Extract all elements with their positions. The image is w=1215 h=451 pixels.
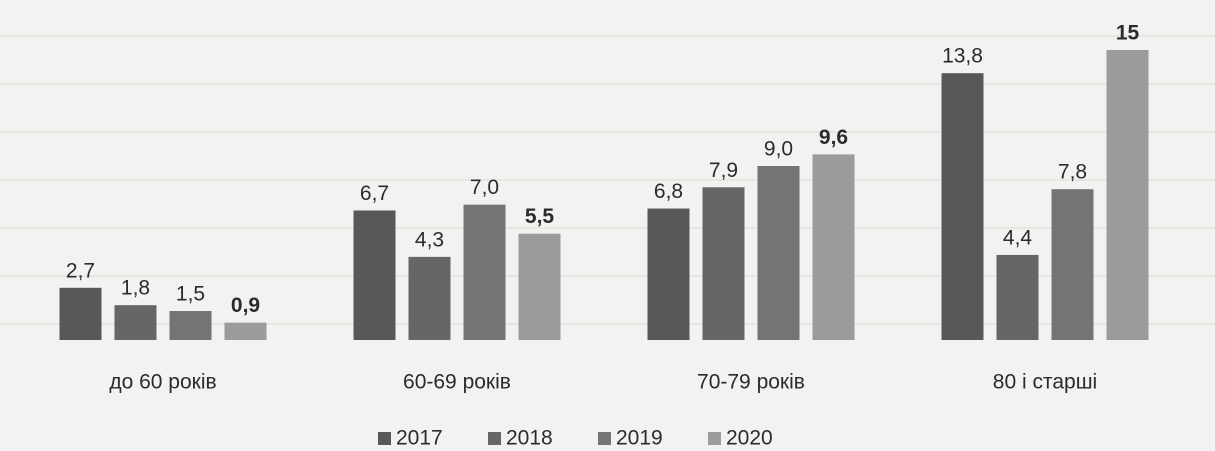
bar	[408, 256, 451, 340]
bar	[353, 210, 396, 340]
legend-swatch	[598, 432, 611, 445]
data-label: 15	[1116, 22, 1140, 45]
data-label: 9,6	[819, 126, 848, 149]
bar	[702, 187, 745, 340]
bar	[169, 311, 212, 340]
data-label: 1,8	[121, 277, 150, 300]
data-label: 4,4	[1003, 226, 1033, 249]
data-label: 7,8	[1058, 161, 1087, 184]
x-tick-label: 60-69 років	[403, 371, 511, 394]
bar	[647, 208, 690, 340]
bar	[1106, 50, 1149, 340]
bar	[941, 73, 984, 340]
bar	[114, 305, 157, 340]
bar	[757, 166, 800, 340]
legend-swatch	[378, 432, 391, 445]
bar	[59, 287, 102, 340]
legend-label: 2018	[506, 427, 553, 450]
data-label: 6,7	[360, 182, 389, 205]
x-tick-label: 80 і старші	[993, 371, 1097, 394]
bar	[812, 154, 855, 340]
data-label: 7,0	[470, 176, 499, 199]
legend-swatch	[488, 432, 501, 445]
bar	[463, 204, 506, 340]
data-label: 7,9	[709, 159, 738, 182]
data-label: 9,0	[764, 138, 793, 161]
bar	[996, 254, 1039, 340]
x-tick-label: 70-79 років	[697, 371, 805, 394]
data-label: 1,5	[176, 283, 205, 306]
data-label: 13,8	[942, 45, 983, 68]
data-label: 5,5	[525, 205, 555, 228]
legend-swatch	[708, 432, 721, 445]
bar	[518, 233, 561, 340]
data-label: 0,9	[231, 294, 260, 317]
legend-label: 2017	[396, 427, 443, 450]
data-label: 4,3	[415, 228, 444, 251]
data-label: 6,8	[654, 180, 683, 203]
bar	[224, 322, 267, 340]
bar	[1051, 189, 1094, 340]
x-tick-label: до 60 років	[109, 371, 216, 394]
legend-label: 2020	[726, 427, 773, 450]
legend-label: 2019	[616, 427, 663, 450]
data-label: 2,7	[66, 259, 95, 282]
